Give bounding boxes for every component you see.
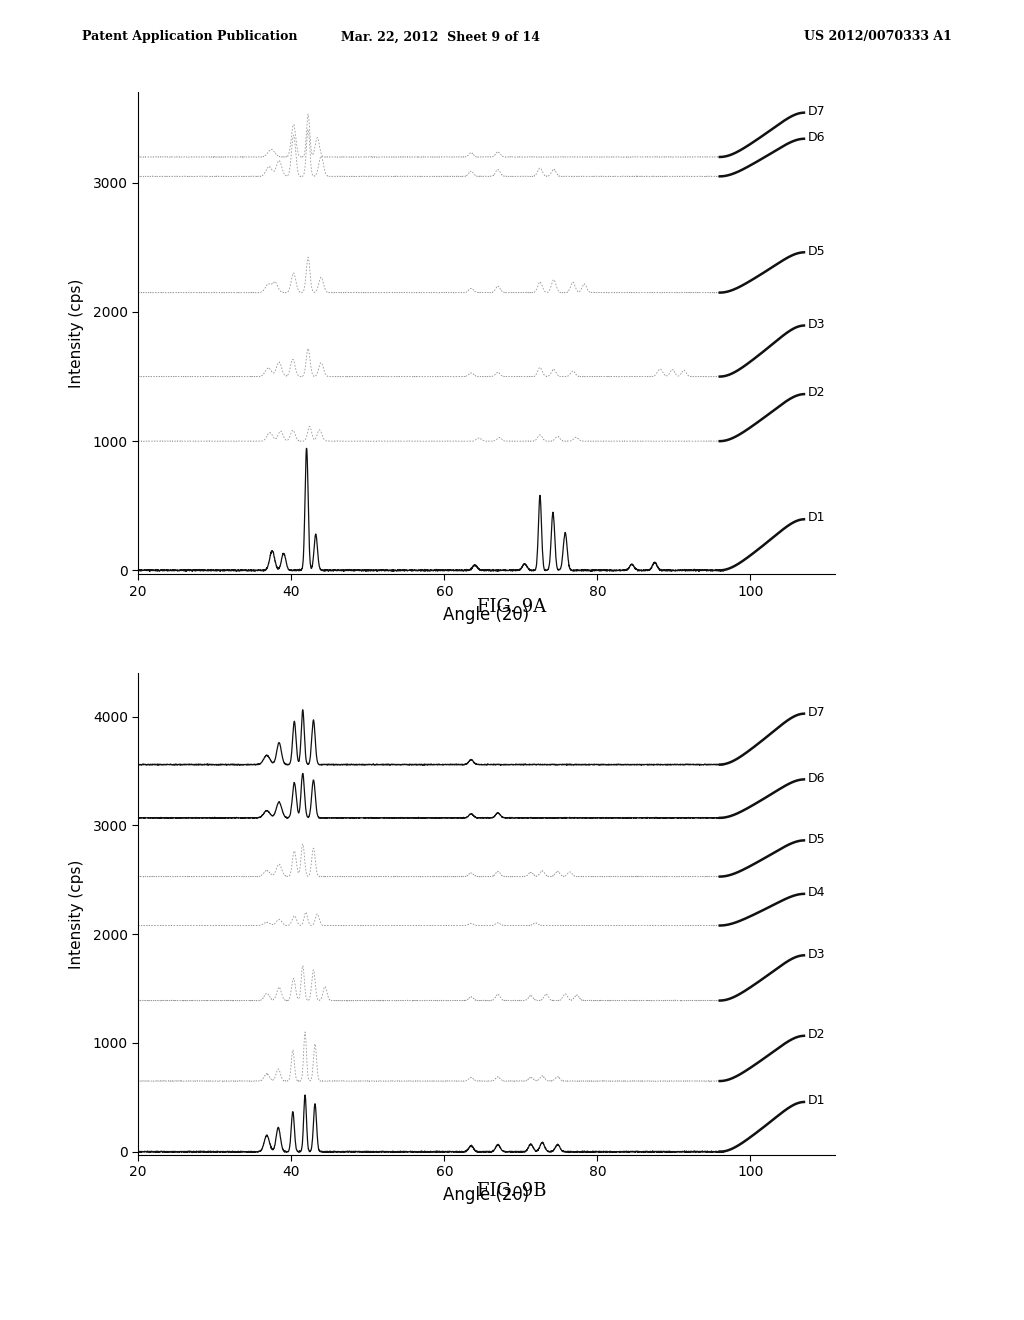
Text: D5: D5 (808, 244, 825, 257)
Text: Patent Application Publication: Patent Application Publication (82, 30, 297, 44)
X-axis label: Angle (2θ): Angle (2θ) (443, 1187, 529, 1204)
Text: FIG. 9B: FIG. 9B (477, 1181, 547, 1200)
Text: D6: D6 (808, 131, 825, 144)
Text: D6: D6 (808, 772, 825, 785)
Text: FIG. 9A: FIG. 9A (477, 598, 547, 616)
Text: D7: D7 (808, 706, 825, 719)
Y-axis label: Intensity (cps): Intensity (cps) (70, 859, 84, 969)
Text: D2: D2 (808, 387, 825, 400)
Text: D3: D3 (808, 948, 825, 961)
Text: Mar. 22, 2012  Sheet 9 of 14: Mar. 22, 2012 Sheet 9 of 14 (341, 30, 540, 44)
Y-axis label: Intensity (cps): Intensity (cps) (70, 279, 84, 388)
Text: D4: D4 (808, 886, 825, 899)
Text: D7: D7 (808, 104, 825, 117)
Text: D5: D5 (808, 833, 825, 846)
Text: US 2012/0070333 A1: US 2012/0070333 A1 (805, 30, 952, 44)
Text: D1: D1 (808, 1094, 825, 1107)
Text: D1: D1 (808, 511, 825, 524)
Text: D2: D2 (808, 1028, 825, 1041)
X-axis label: Angle (2θ): Angle (2θ) (443, 606, 529, 623)
Text: D3: D3 (808, 318, 825, 331)
